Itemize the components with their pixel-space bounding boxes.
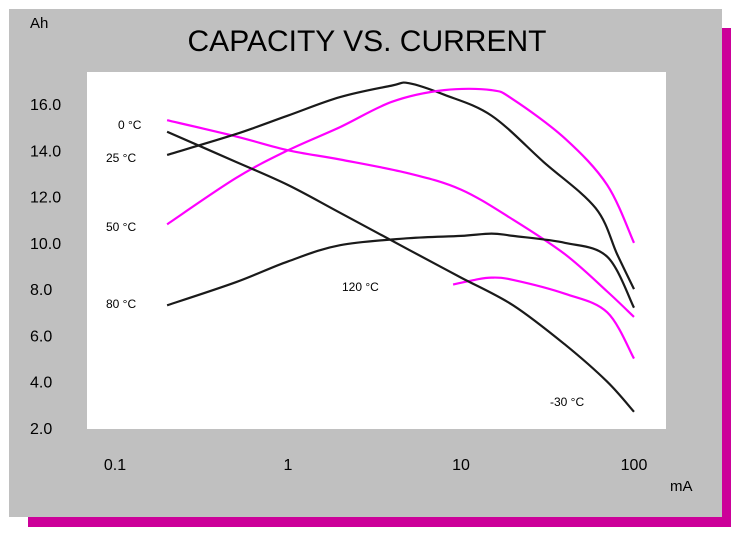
series-label: 80 °C [106, 297, 136, 311]
series-label: -30 °C [550, 395, 584, 409]
y-tick-label: 4.0 [30, 375, 52, 392]
series-label: 0 °C [118, 118, 142, 132]
series-label: 120 °C [342, 280, 379, 294]
y-axis-label: Ah [30, 15, 49, 32]
plot-area [87, 72, 666, 429]
y-tick-label: 6.0 [30, 328, 52, 345]
y-tick-label: 12.0 [30, 190, 61, 207]
chart-title: CAPACITY VS. CURRENT [187, 25, 547, 58]
series-label: 25 °C [106, 151, 136, 165]
series-line-0 [166, 119, 635, 318]
series-line-5 [166, 130, 635, 413]
y-tick-label: 10.0 [30, 236, 61, 253]
series-line-3 [166, 232, 635, 309]
x-tick-label: 100 [621, 457, 648, 474]
x-axis-label: mA [670, 478, 693, 495]
x-tick-label: 1 [284, 457, 293, 474]
series-line-2 [166, 87, 635, 244]
y-tick-label: 14.0 [30, 143, 61, 160]
series-label: 50 °C [106, 220, 136, 234]
series-line-4 [452, 276, 635, 360]
y-tick-label: 8.0 [30, 282, 52, 299]
x-tick-label: 10 [452, 457, 470, 474]
series-line-1 [166, 81, 635, 290]
y-tick-label: 16.0 [30, 97, 61, 114]
x-tick-label: 0.1 [104, 457, 126, 474]
y-tick-label: 2.0 [30, 421, 52, 438]
